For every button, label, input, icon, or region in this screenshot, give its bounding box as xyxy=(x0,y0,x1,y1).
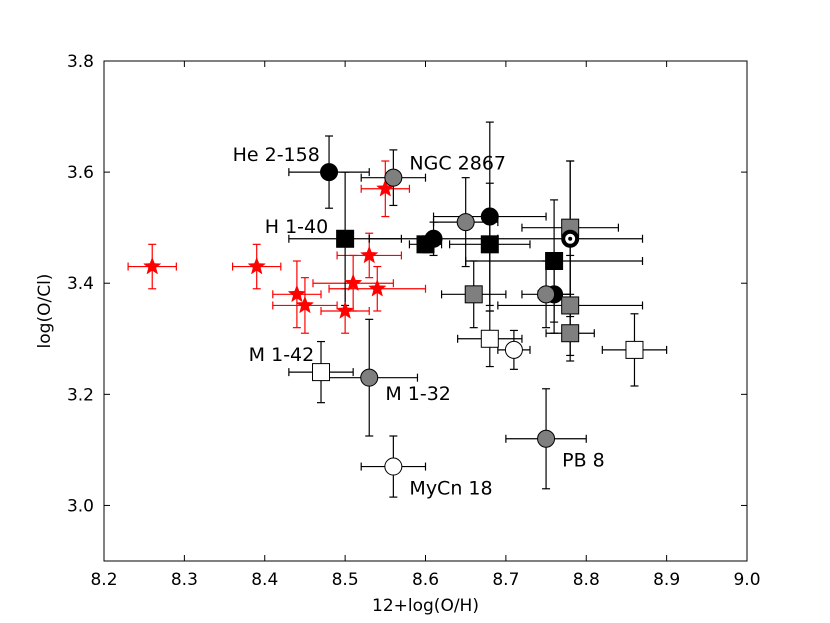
annotation-label: PB 8 xyxy=(562,450,605,472)
circle-point xyxy=(537,285,556,304)
square-point xyxy=(561,296,580,315)
square-point xyxy=(545,252,564,270)
star-point xyxy=(287,284,307,303)
x-tick-label: 8.8 xyxy=(573,570,600,590)
tick-layer: 8.2 8.3 8.4 8.5 8.6 8.7 8.8 8.9 9.0 3.0 3.2 3.4 3.6 3… xyxy=(67,52,761,590)
square-point xyxy=(416,235,435,254)
circle-point xyxy=(384,168,403,187)
x-tick-label: 8.2 xyxy=(90,570,117,590)
x-tick-label: 8.6 xyxy=(412,570,439,590)
annotation-label: M 1-42 xyxy=(249,344,315,366)
y-tick-label: 3.0 xyxy=(67,496,94,516)
circle-point xyxy=(360,368,379,387)
annotation-label: He 2-158 xyxy=(233,144,320,166)
y-tick-label: 3.6 xyxy=(67,163,94,183)
circle-point xyxy=(537,429,556,448)
x-tick-label: 8.9 xyxy=(653,570,680,590)
annotation-label: MyCn 18 xyxy=(409,477,492,499)
circle-point xyxy=(504,340,523,359)
star-point xyxy=(368,279,387,297)
square-point xyxy=(561,324,580,343)
star-point xyxy=(247,256,266,275)
square-point xyxy=(464,285,483,304)
x-tick-label: 8.5 xyxy=(332,570,359,590)
x-axis-label: 12+log(O/H) xyxy=(372,596,479,616)
circle-point xyxy=(384,457,403,476)
x-tick-label: 8.7 xyxy=(492,570,519,590)
marker-layer xyxy=(142,163,644,476)
y-tick-label: 3.4 xyxy=(67,274,94,294)
star-point xyxy=(335,301,355,319)
annotation-layer: He 2-158 NGC 2867 H 1-40 M 1-42 M 1-32 PB 8 My… xyxy=(233,144,605,499)
annotation-label: NGC 2867 xyxy=(409,152,506,174)
circle-point xyxy=(456,213,475,232)
x-tick-label: 8.3 xyxy=(171,570,198,590)
square-point xyxy=(480,235,499,254)
star-point xyxy=(295,295,315,314)
y-tick-label: 3.8 xyxy=(67,52,94,72)
y-axis-label: log(O/Cl) xyxy=(35,274,55,349)
star-point xyxy=(360,245,379,264)
sun-dot xyxy=(568,236,573,241)
square-point xyxy=(625,340,644,359)
circle-point xyxy=(320,163,339,182)
star-point xyxy=(142,256,162,275)
x-tick-label: 8.4 xyxy=(251,570,278,590)
y-tick-label: 3.2 xyxy=(67,385,94,405)
star-point xyxy=(343,273,363,292)
annotation-label: H 1-40 xyxy=(265,216,328,238)
circle-point xyxy=(480,207,499,226)
sun-symbol-point xyxy=(561,229,580,248)
x-tick-label: 9.0 xyxy=(733,570,760,590)
square-point xyxy=(480,329,499,348)
square-point xyxy=(312,363,331,382)
square-point xyxy=(336,229,355,248)
annotation-label: M 1-32 xyxy=(385,383,451,405)
